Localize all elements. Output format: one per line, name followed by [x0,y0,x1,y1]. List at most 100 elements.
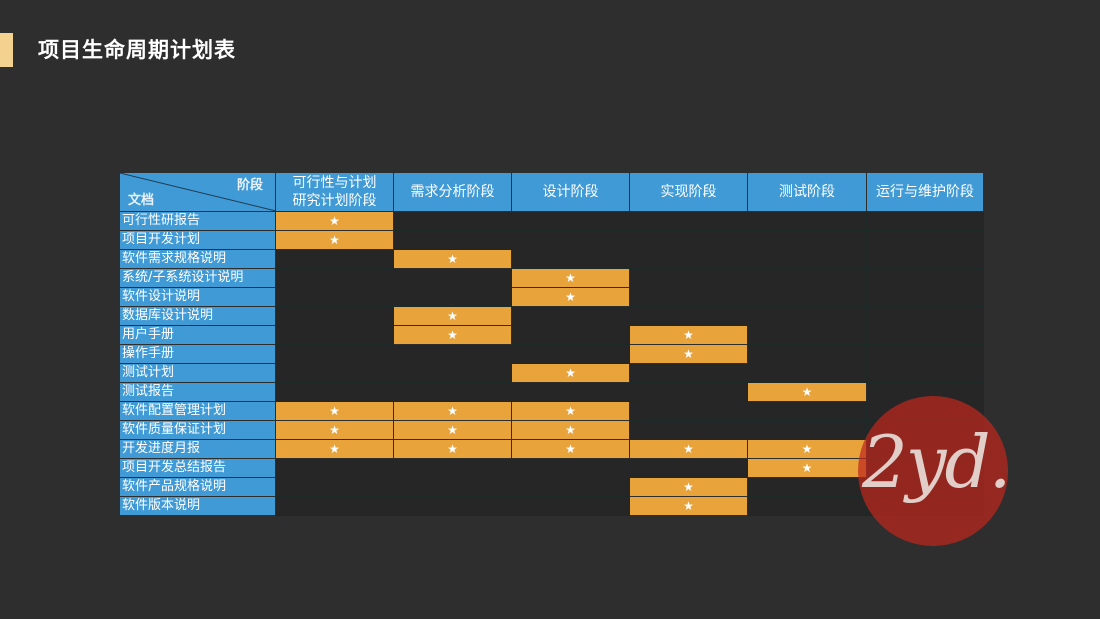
empty-stage-cell [393,211,512,231]
marked-stage-cell: ★ [629,325,748,345]
document-name-cell: 项目开发计划 [119,230,276,250]
empty-stage-cell [747,344,867,364]
table-row: 开发进度月报 ★ ★ ★ ★ ★ [119,439,984,459]
empty-stage-cell [866,211,984,231]
empty-stage-cell [511,477,630,497]
marked-stage-cell: ★ [747,458,867,478]
empty-stage-cell [511,344,630,364]
empty-stage-cell [393,344,512,364]
empty-stage-cell [629,458,748,478]
watermark-seal [858,396,1008,546]
table-row: 软件配置管理计划 ★ ★ ★ [119,401,984,421]
corner-document-label: 文档 [128,193,155,208]
empty-stage-cell [747,325,867,345]
stage-header-label: 设计阶段 [542,184,599,200]
empty-stage-cell [629,268,748,288]
empty-stage-cell [511,306,630,326]
empty-stage-cell [866,268,984,288]
star-icon: ★ [447,442,458,456]
empty-stage-cell [393,268,512,288]
empty-stage-cell [866,363,984,383]
stage-header-3: 设计阶段 [511,172,630,212]
empty-stage-cell [393,496,512,516]
marked-stage-cell: ★ [747,382,867,402]
empty-stage-cell [393,477,512,497]
table-row: 项目开发总结报告 ★ [119,458,984,478]
empty-stage-cell [747,477,867,497]
document-name-cell: 项目开发总结报告 [119,458,276,478]
star-icon: ★ [801,442,813,456]
empty-stage-cell [275,287,394,307]
stage-header-1: 可行性与计划 研究计划阶段 [275,172,394,212]
star-icon: ★ [801,385,813,399]
star-icon: ★ [565,290,576,304]
empty-stage-cell [629,363,748,383]
table-row: 软件设计说明 ★ [119,287,984,307]
star-icon: ★ [447,423,458,437]
star-icon: ★ [447,252,458,266]
star-icon: ★ [329,442,340,456]
star-icon: ★ [447,328,458,342]
empty-stage-cell [747,496,867,516]
table-row: 用户手册 ★ ★ [119,325,984,345]
empty-stage-cell [629,401,748,421]
empty-stage-cell [629,230,748,250]
star-icon: ★ [683,328,694,342]
empty-stage-cell [511,458,630,478]
stage-header-4: 实现阶段 [629,172,748,212]
document-name-cell: 操作手册 [119,344,276,364]
star-icon: ★ [801,461,813,475]
table-row: 项目开发计划 ★ [119,230,984,250]
document-name-cell: 软件设计说明 [119,287,276,307]
empty-stage-cell [747,401,867,421]
table-row: 软件质量保证计划 ★ ★ ★ [119,420,984,440]
marked-stage-cell: ★ [629,496,748,516]
empty-stage-cell [511,230,630,250]
document-name-cell: 可行性研报告 [119,211,276,231]
empty-stage-cell [747,230,867,250]
star-icon: ★ [329,404,340,418]
marked-stage-cell: ★ [275,420,394,440]
empty-stage-cell [511,382,630,402]
stage-header-label: 可行性与计划 [292,175,377,191]
header-row: 阶段 文档 可行性与计划 研究计划阶段 需求分析阶段 设计阶段 实现阶段 测试阶段 运行与维… [119,172,984,212]
empty-stage-cell [747,306,867,326]
document-name-cell: 软件需求规格说明 [119,249,276,269]
empty-stage-cell [393,287,512,307]
marked-stage-cell: ★ [511,287,630,307]
empty-stage-cell [629,287,748,307]
empty-stage-cell [866,287,984,307]
star-icon: ★ [329,214,340,228]
empty-stage-cell [393,458,512,478]
marked-stage-cell: ★ [393,420,512,440]
empty-stage-cell [629,306,748,326]
stage-header-label: 测试阶段 [779,184,835,200]
empty-stage-cell [393,230,512,250]
table-body: 可行性研报告 ★ 项目开发计划 ★ 软件需求规格说明 ★ 系统/子系统设计说明 ★ 软件设计说明… [119,211,984,516]
table-row: 可行性研报告 ★ [119,211,984,231]
stage-header-label: 实现阶段 [660,184,717,200]
table-row: 数据库设计说明 ★ [119,306,984,326]
empty-stage-cell [629,382,748,402]
empty-stage-cell [275,458,394,478]
table-row: 操作手册 ★ [119,344,984,364]
star-icon: ★ [683,442,694,456]
marked-stage-cell: ★ [275,230,394,250]
table-row: 软件版本说明 ★ [119,496,984,516]
marked-stage-cell: ★ [511,420,630,440]
star-icon: ★ [565,404,576,418]
watermark-logo-text: 2yd. [862,420,1011,504]
empty-stage-cell [866,249,984,269]
document-name-cell: 测试计划 [119,363,276,383]
marked-stage-cell: ★ [393,306,512,326]
empty-stage-cell [511,211,630,231]
empty-stage-cell [393,382,512,402]
marked-stage-cell: ★ [393,249,512,269]
empty-stage-cell [511,249,630,269]
empty-stage-cell [275,249,394,269]
empty-stage-cell [747,420,867,440]
stage-header-label: 研究计划阶段 [292,193,377,209]
stage-header-5: 测试阶段 [747,172,867,212]
star-icon: ★ [447,404,458,418]
table-row: 测试报告 ★ [119,382,984,402]
